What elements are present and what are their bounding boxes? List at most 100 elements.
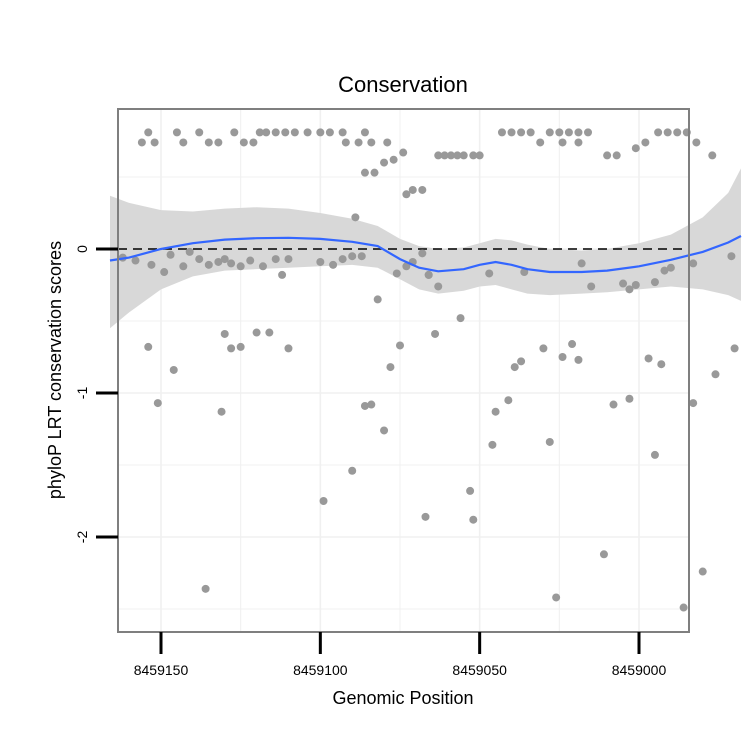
smooth-layer [109,235,742,274]
data-point [396,341,404,350]
data-point [227,259,236,268]
data-point [520,268,529,277]
data-point [539,344,548,353]
panel-border [117,108,690,633]
data-point [402,190,411,199]
data-point [679,603,688,612]
data-point [568,340,577,349]
data-point [160,268,169,277]
points-layer [118,128,739,612]
data-point [329,260,338,269]
x-tick-label: 8459050 [452,662,507,678]
data-point [654,128,663,137]
data-point [689,259,698,268]
data-point [278,270,287,279]
data-point [172,128,181,137]
data-point [380,426,389,435]
data-point [255,128,264,137]
data-point [552,593,561,602]
data-point [504,396,513,405]
data-point [348,252,357,261]
data-point [147,260,156,269]
data-point [475,151,484,160]
y-tick-label: 0 [74,245,90,253]
data-point [284,344,293,353]
data-point [469,515,478,524]
data-point [351,213,360,222]
data-point [641,138,650,147]
data-point [383,138,392,147]
data-point [545,437,554,446]
data-point [360,168,369,177]
data-point [545,128,554,137]
data-point [185,247,194,256]
data-point [456,314,465,323]
data-point [392,269,401,278]
data-point [657,360,666,369]
data-point [357,252,366,261]
data-point [338,255,347,264]
data-point [631,144,640,153]
data-point [217,407,226,416]
data-point [230,128,239,137]
data-point [558,353,567,361]
data-point [469,151,478,160]
data-point [431,329,440,338]
data-point [603,151,612,160]
data-point [507,128,516,137]
data-point [711,370,720,379]
data-point [220,329,229,338]
data-point [619,279,628,288]
data-point [348,466,357,475]
data-point [666,263,675,272]
data-point [367,400,376,409]
data-point [517,128,526,137]
data-point [555,128,564,137]
data-point [258,262,267,271]
data-point [262,128,271,137]
data-point [204,260,213,269]
data-point [727,252,736,261]
data-point [131,256,140,265]
x-tick-label: 8459000 [612,662,667,678]
data-point [446,151,455,160]
data-point [399,148,408,157]
data-point [236,262,245,271]
data-point [485,269,494,278]
data-point [564,128,573,137]
data-point [373,295,382,304]
data-point [609,400,618,409]
data-point [708,151,717,160]
axis-layer: 8459150 8459100 8459050 8459000 0 -1 -2 [74,245,666,678]
data-point [246,256,255,265]
data-point [574,128,583,137]
data-point [497,128,506,137]
data-point [673,128,682,137]
data-point [730,344,739,353]
data-point [271,255,280,264]
data-point [249,138,258,147]
data-point [220,255,229,264]
x-tick-label: 8459150 [134,662,189,678]
data-point [360,401,369,410]
data-point [341,138,350,147]
data-point [195,128,204,137]
data-point [150,138,159,147]
data-point [144,128,153,137]
data-point [536,138,545,147]
data-point [421,512,430,521]
data-point [650,278,659,287]
data-point [631,281,640,289]
data-point [360,128,369,137]
data-point [558,138,567,147]
data-point [402,262,411,271]
data-point [236,342,245,351]
data-point [663,128,672,137]
data-point [144,342,153,351]
data-point [440,151,449,160]
data-point [214,138,223,147]
data-point [574,355,583,364]
data-point [319,497,328,505]
data-point [650,450,659,459]
